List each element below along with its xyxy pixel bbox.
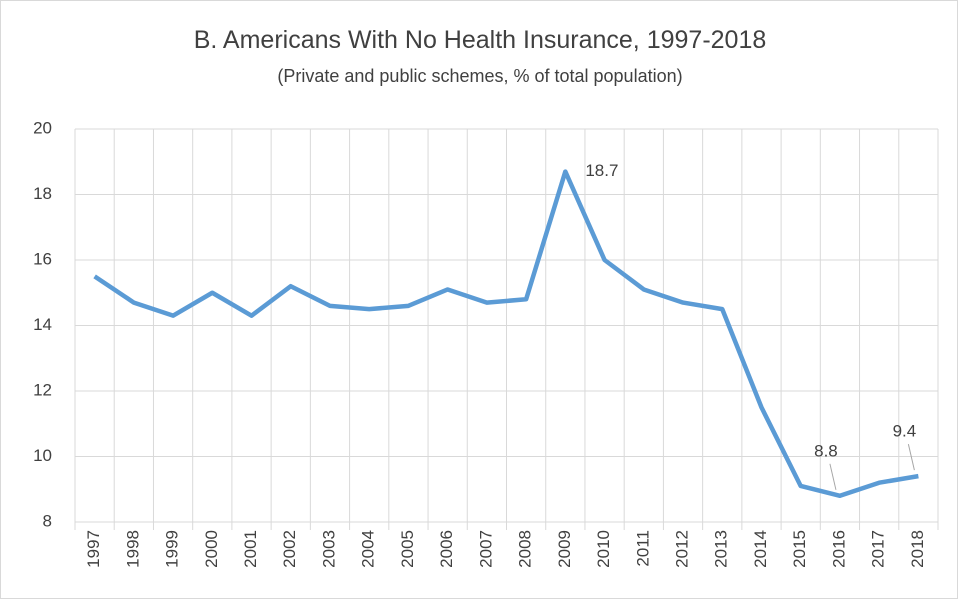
y-tick-label: 8 <box>43 511 52 530</box>
x-tick-label: 2003 <box>319 530 338 568</box>
x-tick-label: 2008 <box>516 530 535 568</box>
data-label: 9.4 <box>893 422 917 441</box>
x-tick-label: 2002 <box>280 530 299 568</box>
x-tick-label: 2006 <box>437 530 456 568</box>
data-label: 18.7 <box>585 161 618 180</box>
chart-subtitle: (Private and public schemes, % of total … <box>277 66 682 86</box>
label-leader <box>907 444 915 471</box>
x-tick-label: 1999 <box>163 530 182 568</box>
y-tick-label: 10 <box>33 446 52 465</box>
y-tick-label: 20 <box>33 118 52 137</box>
x-tick-label: 2009 <box>555 530 574 568</box>
y-tick-label: 18 <box>33 184 52 203</box>
x-tick-label: 2004 <box>359 530 378 568</box>
label-leader <box>829 463 837 490</box>
y-tick-label: 12 <box>33 380 52 399</box>
x-tick-label: 2014 <box>751 530 770 568</box>
x-tick-label: 2018 <box>908 530 927 568</box>
x-tick-label: 1998 <box>123 530 142 568</box>
x-tick-label: 2000 <box>202 530 221 568</box>
x-tick-label: 2005 <box>398 530 417 568</box>
y-tick-label: 14 <box>33 315 52 334</box>
data-label: 8.8 <box>814 441 838 460</box>
x-tick-label: 1997 <box>84 530 103 568</box>
x-tick-label: 2016 <box>829 530 848 568</box>
x-tick-label: 2013 <box>712 530 731 568</box>
y-tick-label: 16 <box>33 249 52 268</box>
x-tick-label: 2007 <box>476 530 495 568</box>
x-tick-label: 2015 <box>790 530 809 568</box>
x-tick-label: 2017 <box>869 530 888 568</box>
x-tick-label: 2011 <box>633 530 652 567</box>
x-tick-label: 2010 <box>594 530 613 568</box>
x-tick-label: 2012 <box>673 530 692 568</box>
line-series <box>93 169 919 499</box>
x-tick-label: 2001 <box>241 530 260 568</box>
chart-title: B. Americans With No Health Insurance, 1… <box>194 26 767 54</box>
